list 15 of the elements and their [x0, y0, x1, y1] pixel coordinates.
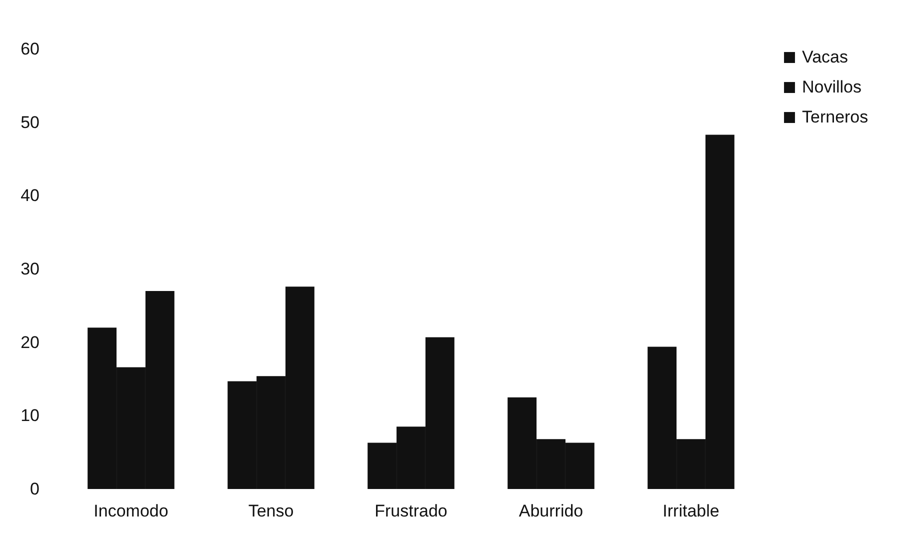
x-tick-label: Irritable [662, 502, 720, 520]
y-tick-label: 20 [20, 332, 40, 352]
legend-label: Terneros [802, 108, 868, 126]
y-tick-label: 60 [20, 40, 40, 58]
x-tick-label: Incomodo [94, 502, 168, 520]
x-tick-label: Tenso [248, 502, 294, 520]
y-tick-label: 10 [20, 406, 40, 426]
y-tick-label: 40 [20, 186, 40, 206]
y-tick-label: 0 [30, 480, 40, 498]
x-tick-label: Frustrado [374, 502, 448, 520]
x-tick-label: Aburrido [518, 502, 584, 520]
legend-label: Novillos [802, 78, 862, 96]
y-tick-label: 50 [20, 112, 40, 132]
y-tick-label: 30 [20, 260, 40, 278]
legend-label: Vacas [802, 48, 848, 66]
